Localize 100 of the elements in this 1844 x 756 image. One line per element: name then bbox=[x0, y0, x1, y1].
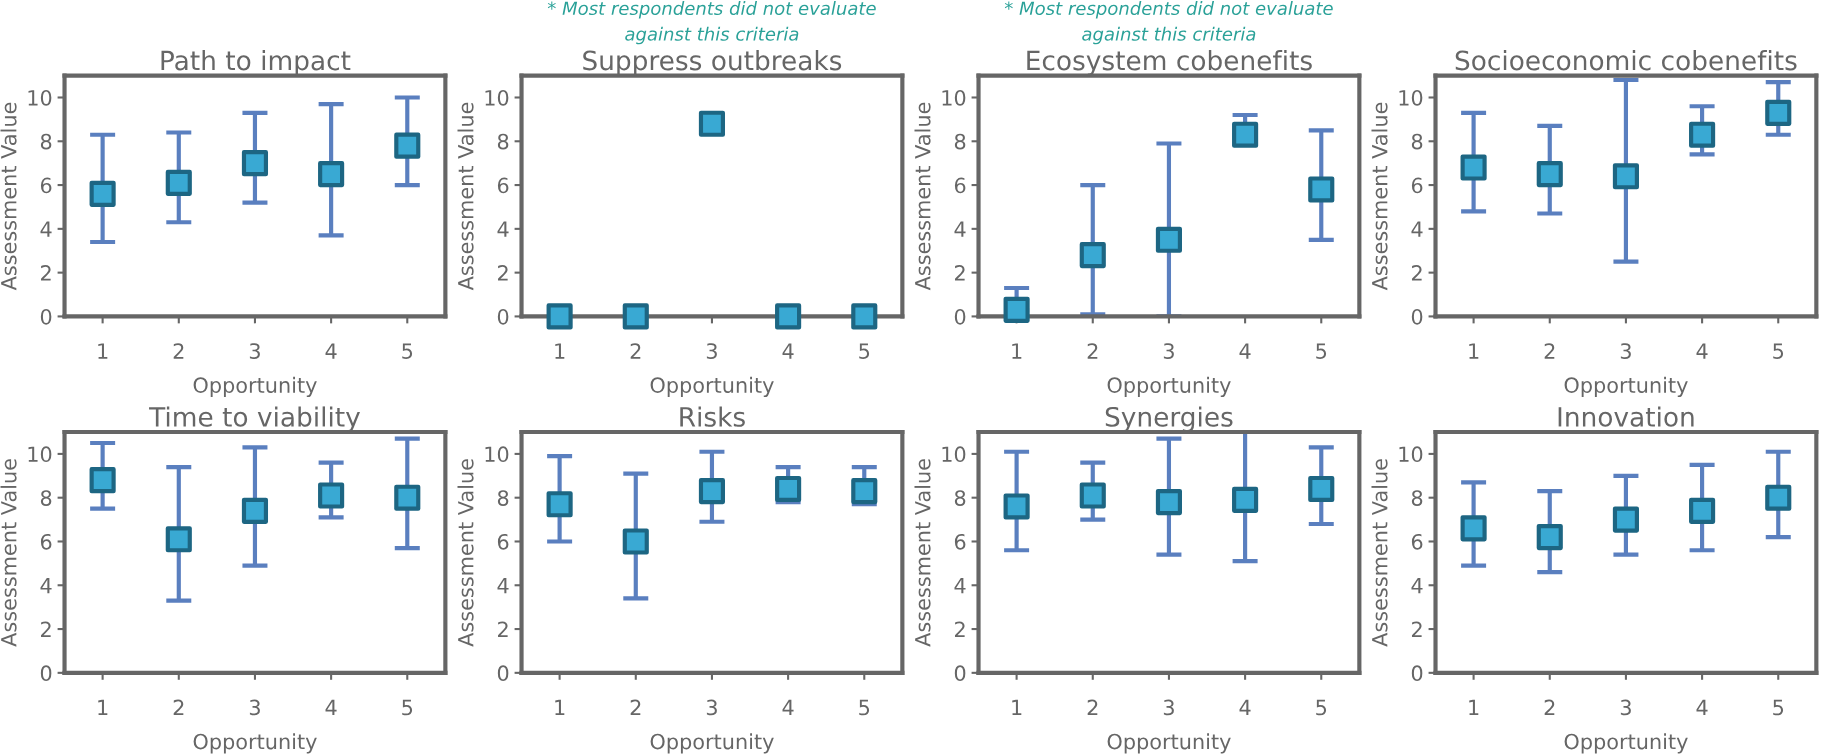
point bbox=[394, 484, 421, 511]
chart-title: Synergies bbox=[1105, 406, 1233, 432]
y-tick-label: 10 bbox=[942, 446, 966, 463]
point bbox=[241, 497, 269, 524]
y-tick-label: 6 bbox=[497, 533, 509, 550]
point bbox=[1536, 524, 1563, 551]
point bbox=[1155, 489, 1183, 516]
x-tick-label: 5 bbox=[859, 699, 870, 716]
point bbox=[1765, 99, 1792, 126]
y-tick-label: 8 bbox=[954, 490, 966, 506]
y-axis-title: Assessment Value bbox=[914, 459, 931, 647]
y-axis-title: Assessment Value bbox=[1371, 459, 1388, 647]
x-tick-label: 2 bbox=[173, 699, 184, 716]
x-tick-label: 2 bbox=[1544, 699, 1555, 716]
point bbox=[1460, 515, 1487, 542]
y-tick-label: 0 bbox=[40, 308, 52, 325]
point bbox=[546, 491, 573, 518]
y-tick-label: 2 bbox=[954, 265, 965, 281]
y-tick-label: 6 bbox=[497, 177, 509, 194]
point bbox=[1232, 121, 1259, 148]
point bbox=[1155, 226, 1183, 253]
chart-title: Path to impact bbox=[161, 49, 351, 76]
y-axis-title: Assessment Value bbox=[0, 459, 17, 647]
y-tick-label: 8 bbox=[40, 490, 52, 506]
chart-title: Suppress outbreaks bbox=[583, 49, 842, 76]
y-tick-label: 4 bbox=[40, 577, 52, 594]
chart-title: Risks bbox=[680, 406, 745, 427]
y-tick-label: 2 bbox=[1411, 265, 1422, 281]
x-tick-label: 3 bbox=[249, 699, 260, 716]
y-tick-label: 2 bbox=[41, 621, 51, 637]
y-tick-label: 6 bbox=[40, 533, 52, 550]
x-tick-label: 1 bbox=[1012, 343, 1022, 359]
point bbox=[1689, 497, 1716, 524]
point bbox=[1612, 163, 1639, 190]
x-tick-label: 3 bbox=[1163, 343, 1174, 359]
x-tick-label: 3 bbox=[706, 343, 717, 359]
point bbox=[89, 467, 116, 494]
y-tick-label: 8 bbox=[497, 490, 509, 506]
y-tick-label: 4 bbox=[1411, 221, 1423, 237]
x-tick-label: 1 bbox=[98, 699, 108, 716]
y-tick-label: 0 bbox=[1411, 308, 1423, 325]
x-tick-label: 3 bbox=[706, 699, 717, 716]
point bbox=[89, 180, 116, 207]
x-tick-label: 5 bbox=[859, 343, 870, 359]
chart-title: Innovation bbox=[1558, 406, 1694, 427]
x-tick-label: 2 bbox=[630, 699, 641, 716]
point bbox=[165, 526, 192, 553]
text: * Most respondents did not evaluate against this criteria bbox=[547, 1, 876, 45]
y-tick-label: 0 bbox=[497, 665, 509, 682]
y-tick-label: 6 bbox=[954, 177, 966, 194]
y-tick-label: 0 bbox=[954, 665, 966, 682]
point bbox=[1765, 484, 1792, 511]
y-tick-label: 8 bbox=[497, 133, 509, 150]
y-tick-label: 2 bbox=[954, 621, 965, 637]
x-tick-label: 1 bbox=[555, 343, 565, 359]
y-tick-label: 2 bbox=[41, 265, 51, 281]
point bbox=[1079, 482, 1106, 509]
point bbox=[165, 169, 192, 196]
x-axis-title: Opportunity bbox=[650, 733, 774, 754]
point bbox=[1689, 121, 1716, 148]
x-axis-title: Opportunity bbox=[1107, 376, 1231, 398]
y-tick-label: 10 bbox=[942, 89, 966, 106]
point bbox=[241, 150, 269, 177]
x-tick-label: 5 bbox=[1773, 699, 1784, 716]
x-tick-label: 5 bbox=[1773, 343, 1784, 359]
point bbox=[1536, 161, 1563, 188]
y-axis-title: Assessment Value bbox=[0, 102, 17, 291]
y-tick-label: 0 bbox=[1411, 665, 1423, 682]
x-tick-label: 1 bbox=[98, 343, 108, 359]
y-axis-title: Assessment Value bbox=[1371, 102, 1388, 291]
x-tick-label: 2 bbox=[173, 343, 184, 359]
x-tick-label: 4 bbox=[1239, 343, 1251, 359]
x-tick-label: 4 bbox=[782, 343, 794, 359]
x-axis-title: Opportunity bbox=[1564, 376, 1688, 398]
chart-title: Time to viability bbox=[149, 406, 360, 432]
y-tick-label: 6 bbox=[954, 533, 966, 550]
point bbox=[775, 475, 802, 503]
x-tick-label: 4 bbox=[1696, 343, 1708, 359]
y-tick-label: 0 bbox=[954, 308, 966, 325]
x-tick-label: 5 bbox=[1316, 699, 1327, 716]
x-axis-title: Opportunity bbox=[650, 376, 774, 398]
text: * Most respondents did not evaluate against this criteria bbox=[1004, 1, 1333, 45]
point bbox=[394, 132, 421, 159]
y-axis-title: Assessment Value bbox=[457, 459, 474, 647]
x-tick-label: 1 bbox=[1012, 699, 1022, 716]
x-axis-title: Opportunity bbox=[1564, 733, 1688, 754]
y-tick-label: 6 bbox=[1411, 533, 1423, 550]
point bbox=[1308, 176, 1335, 203]
y-tick-label: 6 bbox=[1411, 177, 1423, 194]
x-tick-label: 1 bbox=[1469, 699, 1479, 716]
point bbox=[1460, 154, 1487, 181]
x-tick-label: 2 bbox=[1087, 343, 1098, 359]
y-tick-label: 10 bbox=[1399, 89, 1423, 106]
y-axis-title: Assessment Value bbox=[457, 102, 474, 291]
point bbox=[318, 161, 345, 188]
y-tick-label: 10 bbox=[485, 446, 509, 463]
chart-title: Ecosystem cobenefits bbox=[1027, 49, 1312, 76]
x-tick-label: 2 bbox=[1544, 343, 1555, 359]
x-tick-label: 4 bbox=[325, 699, 337, 716]
point bbox=[622, 528, 649, 555]
